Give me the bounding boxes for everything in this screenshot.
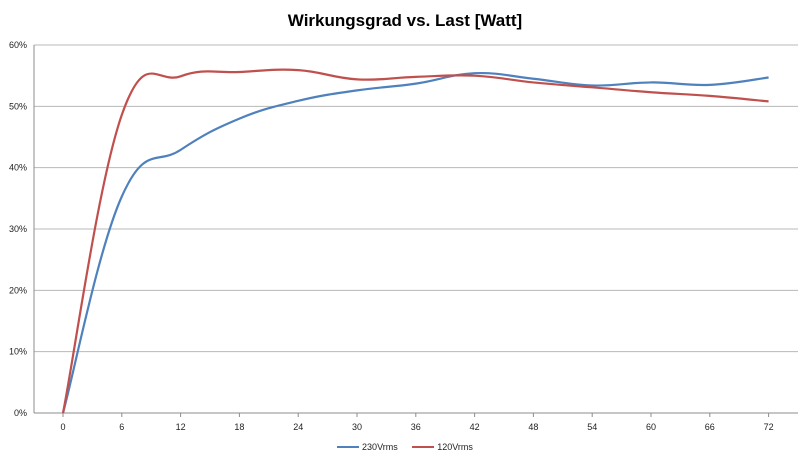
x-tick-label: 6 [119,422,124,432]
x-tick-label: 54 [587,422,597,432]
x-tick-label: 0 [60,422,65,432]
x-tick-label: 72 [764,422,774,432]
y-tick-label: 0% [14,408,27,418]
y-tick-label: 20% [9,285,27,295]
x-tick-label: 60 [646,422,656,432]
legend-label-120vrms: 120Vrms [437,442,473,452]
x-tick-label: 36 [411,422,421,432]
y-tick-label: 60% [9,40,27,50]
x-tick-label: 18 [234,422,244,432]
legend-item-230vrms: 230Vrms [337,442,398,452]
x-tick-label: 24 [293,422,303,432]
y-tick-label: 40% [9,163,27,173]
series-line-120vrms [61,68,769,414]
y-tick-label: 10% [9,347,27,357]
chart-legend: 230Vrms 120Vrms [0,442,810,452]
legend-swatch-230vrms [337,445,360,448]
y-tick-label: 30% [9,224,27,234]
x-tick-label: 42 [470,422,480,432]
legend-item-120vrms: 120Vrms [412,442,473,452]
chart-title: Wirkungsgrad vs. Last [Watt] [287,11,523,30]
x-tick-label: 30 [352,422,362,432]
x-tick-label: 12 [176,422,186,432]
series-line-230vrms [61,71,769,414]
legend-label-230vrms: 230Vrms [362,442,398,452]
x-tick-label: 66 [705,422,715,432]
legend-swatch-120vrms [412,445,435,448]
x-tick-label: 48 [528,422,538,432]
y-tick-label: 50% [9,101,27,111]
